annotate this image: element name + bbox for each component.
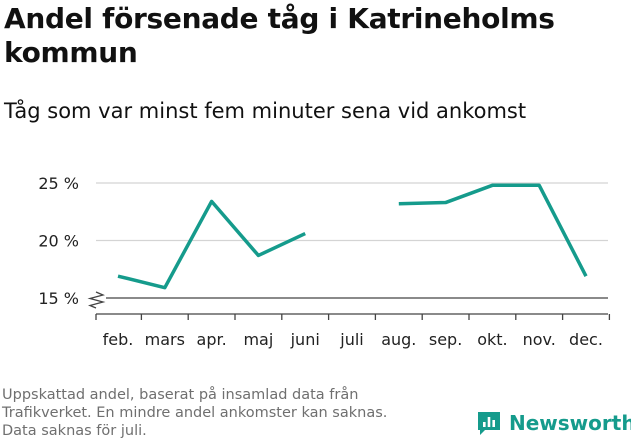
x-tick-label: maj [243, 330, 273, 349]
x-tick-label: juni [290, 330, 320, 349]
chart-title: Andel försenade tåg i Katrineholms kommu… [4, 2, 555, 69]
series-line [398, 183, 588, 277]
x-tick-label: sep. [429, 330, 462, 349]
brand: Newsworthy [476, 410, 631, 436]
y-tick-label: 15 % [38, 289, 79, 308]
chart-subtitle: Tåg som var minst fem minuter sena vid a… [4, 99, 527, 123]
footnote-line: Data saknas för juli. [2, 423, 147, 439]
axis-break-icon [87, 291, 106, 309]
series-lines [117, 183, 588, 290]
x-tick-label: nov. [523, 330, 556, 349]
footnote-line: Trafikverket. En mindre andel ankomster … [2, 405, 388, 421]
x-tick-label: dec. [569, 330, 603, 349]
newsworthy-logo-icon [478, 412, 500, 435]
x-tick-label: juli [339, 330, 363, 349]
footnote-line: Uppskattad andel, baserat på insamlad da… [2, 387, 359, 403]
x-tick-label: feb. [103, 330, 134, 349]
gridlines [96, 182, 608, 242]
footnote: Uppskattad andel, baserat på insamlad da… [2, 386, 432, 440]
brand-name: Newsworthy [509, 411, 631, 435]
x-tick-label: aug. [381, 330, 416, 349]
line-chart: 15 % 20 % 25 % feb. mars apr. maj juni juli aug. s… [38, 174, 611, 349]
x-tick-label: mars [145, 330, 185, 349]
series-line [117, 199, 306, 290]
x-tick-label: okt. [477, 330, 507, 349]
y-tick-label: 25 % [38, 174, 79, 193]
tick-labels: 15 % 20 % 25 % feb. mars apr. maj juni juli aug. s… [38, 174, 603, 349]
x-tick-label: apr. [197, 330, 227, 349]
y-tick-label: 20 % [38, 232, 79, 251]
axes [87, 291, 611, 320]
